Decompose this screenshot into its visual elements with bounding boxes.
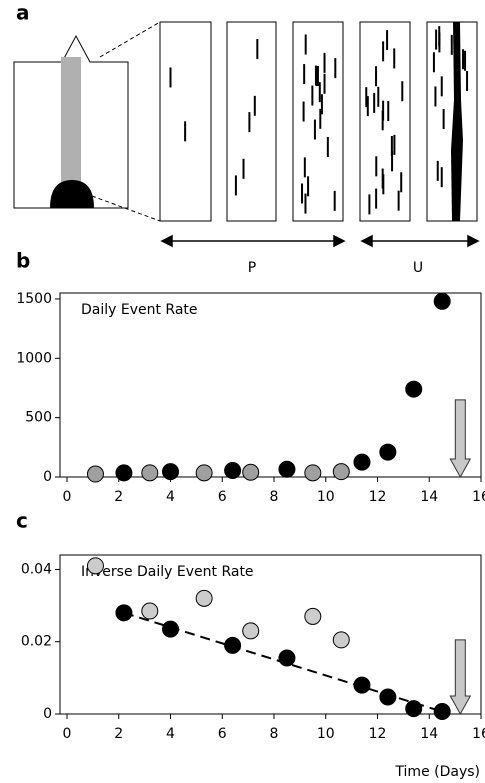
data-point	[353, 676, 371, 694]
panel-label: b	[16, 249, 30, 273]
data-point	[332, 631, 350, 649]
data-point	[278, 649, 296, 667]
range-label: U	[413, 260, 423, 276]
data-point	[379, 688, 397, 706]
data-point	[162, 463, 179, 481]
data-point	[242, 622, 260, 640]
data-point	[304, 464, 322, 482]
x-tick-label: 14	[420, 489, 438, 505]
data-point	[353, 453, 371, 471]
data-point	[195, 464, 213, 482]
data-point	[86, 465, 104, 483]
rupture-band	[451, 22, 463, 221]
range-label: P	[248, 260, 256, 276]
panel-label: a	[16, 1, 30, 25]
data-point	[332, 463, 350, 481]
data-point	[242, 463, 260, 481]
data-point	[405, 380, 423, 398]
x-tick-label: 8	[270, 726, 279, 742]
data-point	[141, 602, 159, 620]
plot-frame	[59, 554, 482, 715]
event-boxes	[159, 21, 478, 222]
event-box	[226, 21, 277, 222]
x-tick-label: 14	[420, 726, 438, 742]
data-point	[115, 464, 133, 482]
x-tick-label: 4	[166, 726, 175, 742]
data-point	[433, 292, 451, 310]
data-point	[86, 557, 104, 575]
x-tick-label: 2	[114, 726, 123, 742]
x-tick-label: 8	[270, 489, 279, 505]
indicator-arrow	[449, 399, 472, 479]
chart-title: Daily Event Rate	[81, 302, 198, 318]
diagram: P U	[13, 21, 480, 276]
data-point	[405, 700, 423, 718]
dome	[50, 180, 94, 208]
column	[61, 57, 81, 187]
data-point	[433, 702, 451, 720]
y-tick-label: 500	[25, 410, 52, 426]
x-tick-label: 0	[63, 489, 72, 505]
data-point	[141, 464, 159, 482]
x-tick-label: 16	[472, 489, 485, 505]
data-point	[195, 589, 213, 607]
y-tick-label: 1000	[16, 350, 52, 366]
y-tick-label: 0	[43, 706, 52, 722]
chart-title: Inverse Daily Event Rate	[81, 564, 254, 580]
event-box	[359, 21, 411, 222]
x-tick-label: 4	[166, 489, 175, 505]
range-arrows	[160, 234, 480, 248]
y-tick-label: 0.04	[21, 561, 52, 577]
data-point	[224, 461, 242, 479]
indicator-arrow	[449, 639, 472, 716]
y-tick-label: 0	[43, 469, 52, 485]
data-point	[304, 607, 322, 625]
x-tick-label: 6	[218, 726, 227, 742]
y-tick-label: 0.02	[21, 634, 52, 650]
x-tick-label: 12	[369, 489, 387, 505]
x-tick-label: 12	[369, 726, 387, 742]
y-tick-label: 1500	[16, 291, 52, 307]
x-tick-label: 10	[317, 726, 335, 742]
data-point	[278, 460, 296, 478]
arrow-head	[333, 234, 346, 248]
data-point	[162, 620, 179, 638]
x-tick-label: 2	[114, 489, 123, 505]
plot-frame	[59, 292, 482, 478]
x-tick-label: 0	[63, 726, 72, 742]
x-tick-label: 16	[472, 726, 485, 742]
x-tick-label: 6	[218, 489, 227, 505]
data-point	[224, 636, 242, 654]
zoom-line	[99, 21, 161, 58]
x-tick-label: 10	[317, 489, 335, 505]
panel-label: c	[16, 509, 28, 533]
x-axis-label: Time (Days)	[394, 764, 480, 780]
arrow-head	[360, 234, 373, 248]
arrow-head	[467, 234, 480, 248]
data-point	[379, 443, 397, 461]
zoom-line	[91, 195, 161, 222]
data-point	[115, 604, 133, 622]
arrow-head	[160, 234, 173, 248]
